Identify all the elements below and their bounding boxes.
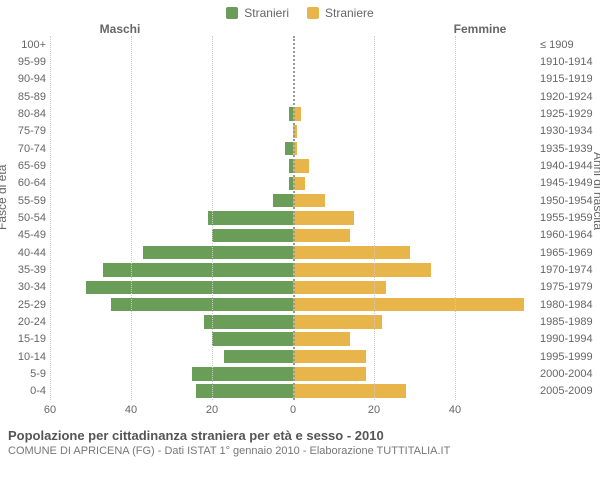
bar-male [208, 211, 293, 225]
bar-male [86, 281, 293, 295]
chart-title: Popolazione per cittadinanza straniera p… [8, 428, 592, 443]
y-left-label: 80-84 [0, 105, 46, 122]
x-tick-label: 60 [44, 404, 56, 416]
y-right-label: 1955-1959 [540, 209, 600, 226]
y-right-label: 1980-1984 [540, 296, 600, 313]
y-left-label: 40-44 [0, 244, 46, 261]
y-left-label: 85-89 [0, 88, 46, 105]
y-left-label: 10-14 [0, 348, 46, 365]
legend-item-female: Straniere [307, 6, 374, 20]
y-left-label: 30-34 [0, 279, 46, 296]
y-right-label: 2005-2009 [540, 383, 600, 400]
bar-male [204, 315, 293, 329]
y-right-label: 1920-1924 [540, 88, 600, 105]
x-tick-label: 20 [206, 404, 218, 416]
y-left-label: 5-9 [0, 365, 46, 382]
bar-female [293, 246, 410, 260]
legend-item-male: Stranieri [226, 6, 289, 20]
footer: Popolazione per cittadinanza straniera p… [0, 424, 600, 457]
y-right-label: 1985-1989 [540, 313, 600, 330]
bar-female [293, 159, 309, 173]
y-right-label: 1965-1969 [540, 244, 600, 261]
y-right-label: 1975-1979 [540, 279, 600, 296]
y-left-label: 0-4 [0, 383, 46, 400]
y-right-label: 1970-1974 [540, 261, 600, 278]
y-left-label: 70-74 [0, 140, 46, 157]
bar-female [293, 263, 431, 277]
header-female: Femmine [300, 22, 600, 36]
y-right-label: 1950-1954 [540, 192, 600, 209]
bar-male [111, 298, 293, 312]
legend: Stranieri Straniere [0, 0, 600, 22]
y-left-label: 35-39 [0, 261, 46, 278]
y-left-label: 100+ [0, 36, 46, 53]
y-right-label: ≤ 1909 [540, 36, 600, 53]
y-left-label: 60-64 [0, 175, 46, 192]
bar-female [293, 211, 354, 225]
bar-male [196, 384, 293, 398]
bar-male [212, 332, 293, 346]
y-right-label: 1945-1949 [540, 175, 600, 192]
bar-female [293, 281, 386, 295]
y-right-label: 1995-1999 [540, 348, 600, 365]
y-left-label: 25-29 [0, 296, 46, 313]
column-headers: Maschi Femmine [0, 22, 600, 36]
bar-male [224, 350, 293, 364]
chart-subtitle: COMUNE DI APRICENA (FG) - Dati ISTAT 1° … [8, 445, 592, 457]
y-left-labels: 100+95-9990-9485-8980-8475-7970-7465-696… [0, 36, 46, 400]
y-left-label: 15-19 [0, 331, 46, 348]
header-male: Maschi [0, 22, 300, 36]
x-tick-label: 40 [125, 404, 137, 416]
plot-area [50, 36, 536, 400]
y-left-label: 20-24 [0, 313, 46, 330]
x-tick-label: 0 [290, 404, 296, 416]
bar-female [293, 384, 406, 398]
bar-female [293, 367, 366, 381]
y-right-label: 2000-2004 [540, 365, 600, 382]
bar-male [143, 246, 293, 260]
bar-female [293, 350, 366, 364]
bar-female [293, 332, 350, 346]
bar-male [212, 229, 293, 243]
y-right-label: 1915-1919 [540, 71, 600, 88]
bar-male [273, 194, 293, 208]
y-right-label: 1930-1934 [540, 123, 600, 140]
bar-male [192, 367, 293, 381]
swatch-female [307, 7, 319, 19]
y-right-label: 1960-1964 [540, 227, 600, 244]
bar-female [293, 298, 524, 312]
y-left-label: 90-94 [0, 71, 46, 88]
x-tick-label: 20 [368, 404, 380, 416]
bar-female [293, 194, 325, 208]
y-left-label: 55-59 [0, 192, 46, 209]
bar-female [293, 315, 382, 329]
y-right-label: 1910-1914 [540, 53, 600, 70]
y-left-label: 75-79 [0, 123, 46, 140]
y-right-label: 1990-1994 [540, 331, 600, 348]
legend-label-male: Stranieri [244, 6, 289, 20]
y-right-label: 1925-1929 [540, 105, 600, 122]
bar-male [285, 142, 293, 156]
legend-label-female: Straniere [325, 6, 374, 20]
bar-female [293, 229, 350, 243]
x-axis-ticks: 60402002040 [50, 404, 536, 418]
y-left-label: 50-54 [0, 209, 46, 226]
y-right-label: 1940-1944 [540, 157, 600, 174]
y-right-label: 1935-1939 [540, 140, 600, 157]
y-right-labels: ≤ 19091910-19141915-19191920-19241925-19… [540, 36, 600, 400]
y-left-label: 45-49 [0, 227, 46, 244]
y-left-label: 65-69 [0, 157, 46, 174]
swatch-male [226, 7, 238, 19]
x-tick-label: 40 [449, 404, 461, 416]
y-left-label: 95-99 [0, 53, 46, 70]
chart: Fasce di età Anni di nascita 100+95-9990… [0, 36, 600, 424]
